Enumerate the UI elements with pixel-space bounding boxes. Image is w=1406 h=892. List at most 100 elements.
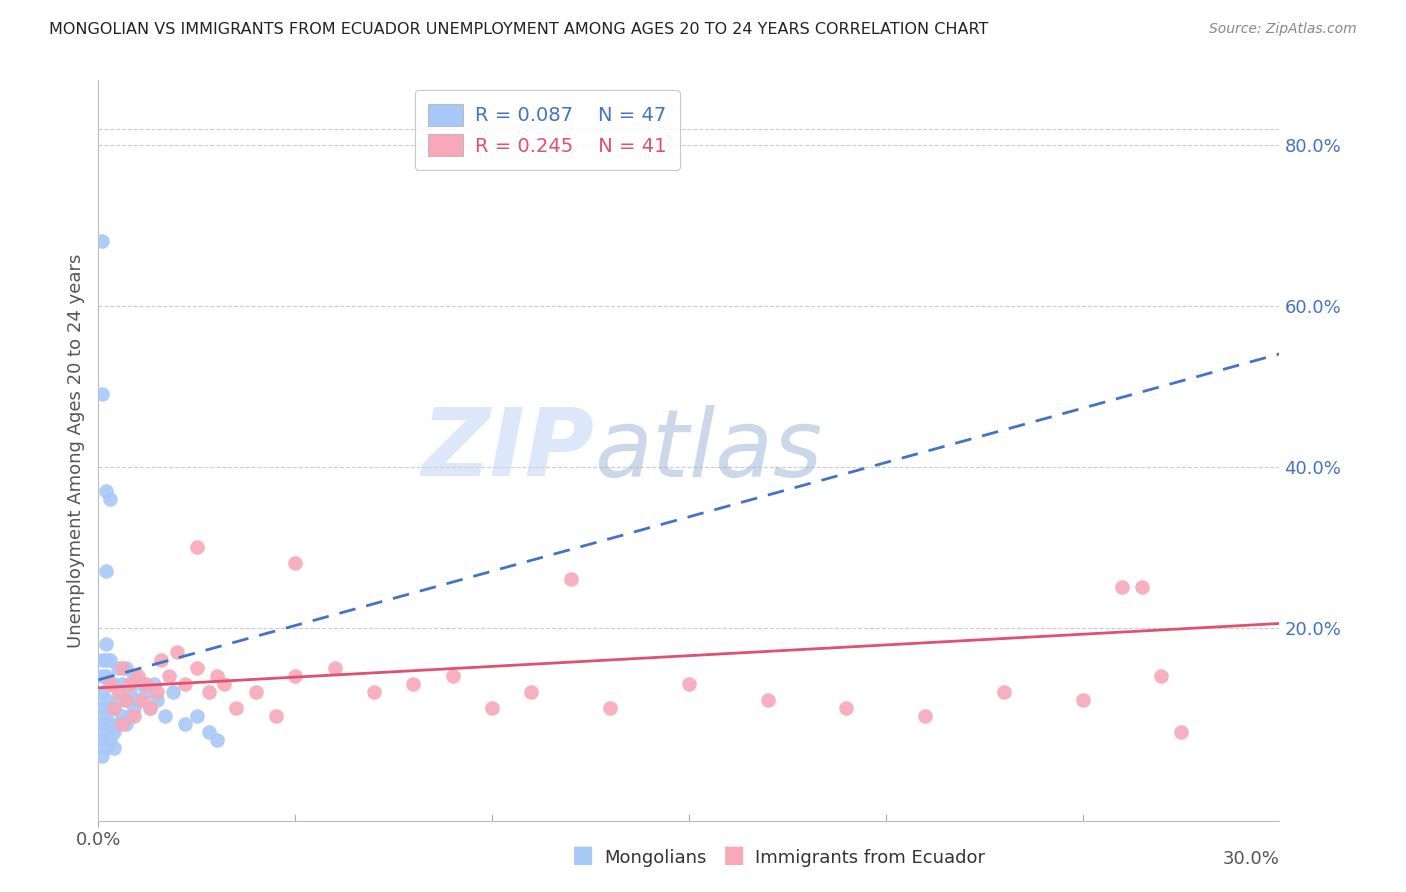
Point [205, 733, 228, 747]
Point [150, 653, 173, 667]
Point [678, 677, 700, 691]
Point [174, 677, 197, 691]
Point [118, 709, 141, 723]
Point [127, 669, 149, 683]
Point [115, 661, 138, 675]
Text: MONGOLIAN VS IMMIGRANTS FROM ECUADOR UNEMPLOYMENT AMONG AGES 20 TO 24 YEARS CORR: MONGOLIAN VS IMMIGRANTS FROM ECUADOR UNE… [49, 22, 988, 37]
Point [96, 741, 118, 756]
Point [122, 669, 145, 683]
Point [162, 685, 184, 699]
Point [138, 701, 160, 715]
Point [146, 685, 169, 699]
Point [599, 701, 621, 715]
Text: Source: ZipAtlas.com: Source: ZipAtlas.com [1209, 22, 1357, 37]
Point [98, 677, 121, 691]
Text: ■: ■ [723, 843, 745, 867]
Point [103, 677, 125, 691]
Point [197, 685, 219, 699]
Point [1071, 693, 1094, 707]
Point [103, 701, 125, 715]
Point [91, 669, 114, 683]
Point [98, 701, 121, 715]
Point [520, 685, 543, 699]
Point [96, 669, 118, 683]
Point [98, 653, 121, 667]
Point [107, 685, 129, 699]
Point [135, 677, 157, 691]
Point [91, 733, 114, 747]
Point [284, 556, 307, 570]
Text: atlas: atlas [595, 405, 823, 496]
Point [214, 677, 236, 691]
Text: Immigrants from Ecuador: Immigrants from Ecuador [755, 849, 986, 867]
Text: ■: ■ [572, 843, 595, 867]
Point [402, 677, 425, 691]
Point [142, 677, 165, 691]
Point [107, 661, 129, 675]
Point [103, 725, 125, 739]
Point [107, 693, 129, 707]
Point [98, 491, 121, 506]
Legend: R = 0.087    N = 47, R = 0.245    N = 41: R = 0.087 N = 47, R = 0.245 N = 41 [415, 90, 681, 169]
Point [993, 685, 1015, 699]
Point [131, 677, 153, 691]
Point [174, 717, 197, 731]
Y-axis label: Unemployment Among Ages 20 to 24 years: Unemployment Among Ages 20 to 24 years [66, 253, 84, 648]
Text: Mongolians: Mongolians [605, 849, 707, 867]
Point [98, 717, 121, 731]
Point [91, 653, 114, 667]
Point [186, 540, 208, 554]
Point [98, 733, 121, 747]
Point [146, 693, 169, 707]
Point [111, 709, 134, 723]
Point [118, 677, 141, 691]
Point [118, 685, 141, 699]
Point [91, 387, 114, 401]
Point [166, 645, 188, 659]
Point [157, 669, 180, 683]
Point [111, 677, 134, 691]
Point [560, 572, 582, 586]
Point [135, 685, 157, 699]
Point [96, 483, 118, 498]
Point [96, 709, 118, 723]
Point [96, 693, 118, 707]
Point [127, 693, 149, 707]
Point [264, 709, 287, 723]
Point [98, 677, 121, 691]
Point [96, 637, 118, 651]
Point [225, 701, 247, 715]
Point [197, 725, 219, 739]
Point [1111, 580, 1133, 594]
Point [186, 661, 208, 675]
Point [115, 693, 138, 707]
Point [441, 669, 464, 683]
Point [96, 725, 118, 739]
Point [115, 693, 138, 707]
Point [96, 564, 118, 578]
Point [96, 653, 118, 667]
Point [131, 693, 153, 707]
Point [111, 661, 134, 675]
Text: ZIP: ZIP [422, 404, 595, 497]
Point [1150, 669, 1173, 683]
Point [155, 709, 177, 723]
Point [138, 701, 160, 715]
Point [122, 709, 145, 723]
Point [284, 669, 307, 683]
Text: 30.0%: 30.0% [1223, 850, 1279, 868]
Point [91, 701, 114, 715]
Point [91, 717, 114, 731]
Point [107, 717, 129, 731]
Point [103, 701, 125, 715]
Point [756, 693, 779, 707]
Point [914, 709, 936, 723]
Point [363, 685, 385, 699]
Point [323, 661, 346, 675]
Point [91, 234, 114, 248]
Point [1130, 580, 1153, 594]
Point [186, 709, 208, 723]
Point [111, 717, 134, 731]
Point [205, 669, 228, 683]
Point [115, 717, 138, 731]
